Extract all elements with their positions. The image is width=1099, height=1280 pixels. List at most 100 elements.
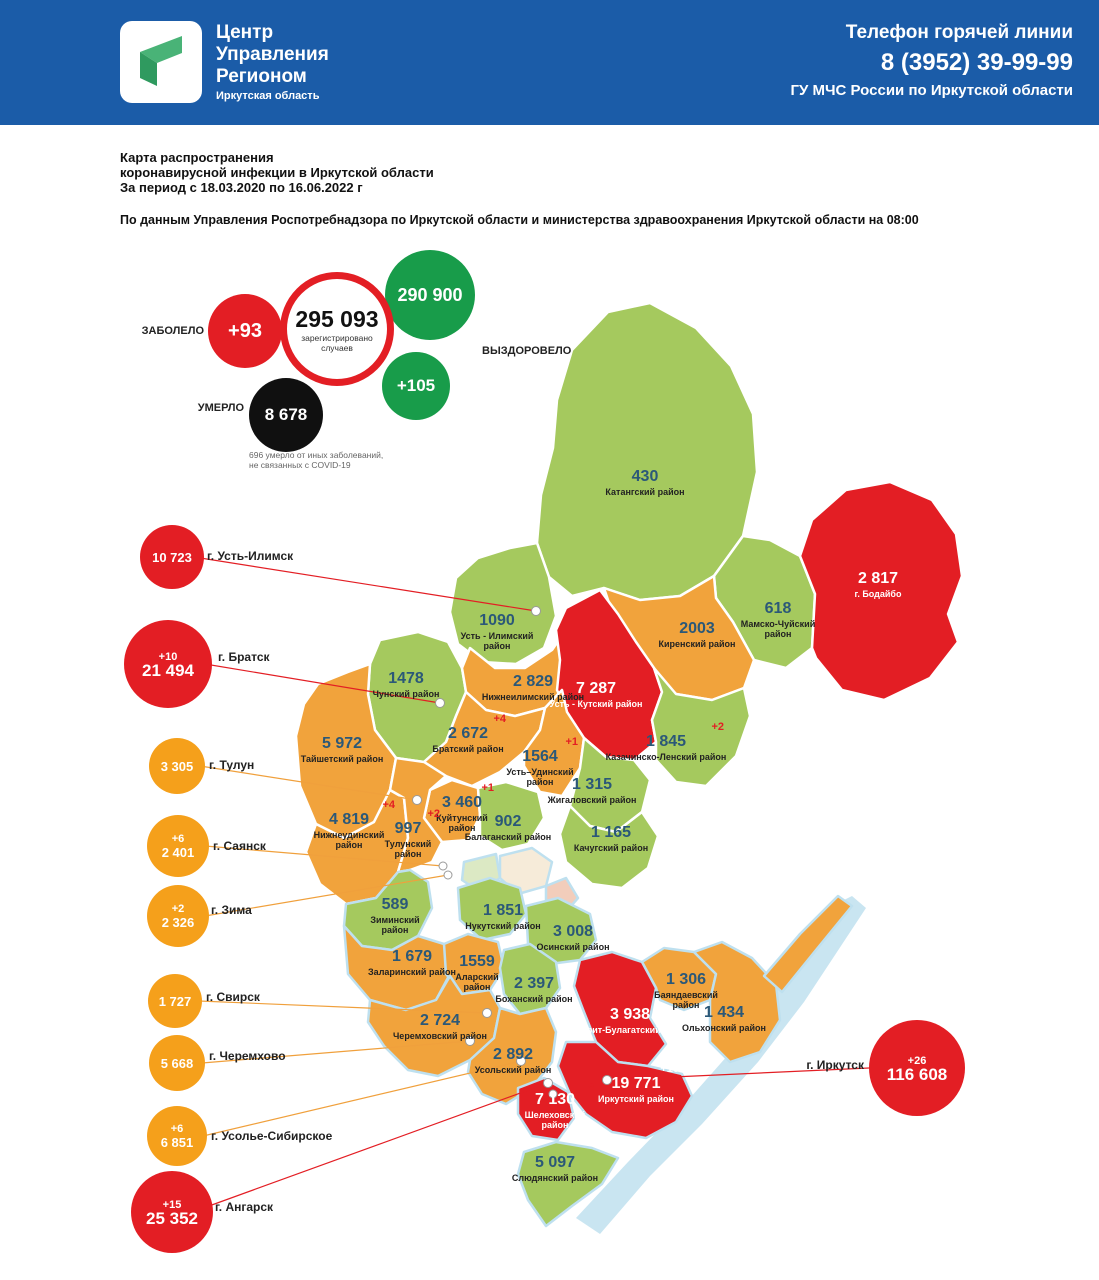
district-value: 618 [764, 600, 792, 617]
district-name: Балаганский район [464, 832, 552, 842]
hotline-block: Телефон горячей линии 8 (3952) 39-99-99 … [791, 22, 1073, 99]
district-shape-olkhonsky [692, 940, 782, 1064]
district-value: 2 829 [512, 673, 554, 690]
district-label-nizhneilimsky: +1 2 829 Нижнеилимский район [478, 662, 588, 703]
district-value: 1478 [388, 670, 424, 687]
city-label-svirsk: г. Свирск [206, 990, 260, 1004]
district-label-kirensky: 2003 Киренский район [655, 620, 739, 649]
district-value: 19 771 [611, 1075, 661, 1092]
city-delta: +2 [171, 902, 185, 915]
recovered-value: 290 900 [397, 284, 463, 305]
district-delta: +4 [382, 799, 395, 811]
city-dot [443, 870, 453, 880]
connector-line-svirsk [198, 1000, 488, 1014]
district-label-nizhneudinsky: +4 4 819 Нижнеудинский район [299, 799, 399, 851]
district-value: 1 679 [391, 948, 433, 965]
header-bar: Центр Управления Регионом Иркутская обла… [0, 0, 1099, 125]
registered-circle: 295 093 зарегистрировано случаев [280, 272, 394, 386]
district-name: Ольхонский район [682, 1023, 766, 1033]
sick-delta-circle: +93 [208, 294, 282, 368]
district-label-bratsky: +4 2 672 Братский район [426, 714, 510, 755]
sick-label: ЗАБОЛЕЛО [141, 325, 204, 337]
district-label-usolsky: 2 892 Усольский район [474, 1046, 552, 1075]
district-label-zhigalovsky: 1 315 Жигаловский район [546, 776, 638, 805]
district-name: Нижнеилимский район [481, 692, 585, 702]
city-value: 116 608 [886, 1064, 948, 1084]
district-shape-bodaibo [798, 480, 964, 702]
page-title-line3: За период с 18.03.2020 по 16.06.2022 г [120, 180, 363, 195]
city-value: 10 723 [152, 549, 192, 565]
cur-logo [120, 21, 202, 103]
district-value: 3 008 [552, 923, 594, 940]
city-value: 1 727 [158, 993, 192, 1009]
registered-caption2: случаев [321, 342, 353, 353]
district-name: Заларинский район [368, 967, 456, 977]
district-value: 5 972 [321, 735, 363, 752]
city-circle-sayansk: +6 2 401 [147, 815, 209, 877]
city-dot [516, 1056, 526, 1066]
district-name: Слюдянский район [511, 1173, 599, 1183]
district-label-nukutsky: 1 851 Нукутский район [464, 902, 542, 931]
connector-line-ust-ilimsk [193, 556, 537, 612]
district-value: 997 [394, 820, 422, 837]
org-name-line1: Центр [216, 22, 274, 43]
recovered-delta: +105 [396, 376, 436, 395]
district-delta: +1 [481, 782, 494, 794]
city-circle-zima: +2 2 326 [147, 885, 209, 947]
district-name: Нукутский район [465, 921, 541, 931]
district-shape-kazachinsko-lensky [650, 666, 752, 788]
city-dot [531, 606, 541, 616]
district-name: Качугский район [573, 843, 649, 853]
district-value: 2003 [679, 620, 715, 637]
city-label-bratsk: г. Братск [218, 650, 270, 664]
district-shape-ust-ilimsky [448, 541, 558, 666]
district-label-ziminsky: 589 Зиминский район [356, 896, 434, 935]
district-label-bodaibo: 2 817 г. Бодайбо [818, 570, 938, 599]
hotline-org: ГУ МЧС России по Иркутской области [790, 82, 1073, 99]
cur-logo-icon [140, 36, 182, 86]
district-shape-slyudyansky [516, 1140, 620, 1228]
district-name: Жигаловский район [547, 795, 637, 805]
city-value: 2 326 [161, 914, 195, 930]
district-label-shelekhovsky: +3 7 130 Шелеховский район [512, 1080, 598, 1131]
district-value: 1 434 [703, 1004, 745, 1021]
district-value: 1090 [479, 612, 515, 629]
district-label-slyudyansky: 5 097 Слюдянский район [508, 1154, 602, 1183]
district-label-balagansky: 902 Балаганский район [452, 813, 564, 842]
city-dot [412, 795, 422, 805]
connector-line-zima [204, 874, 449, 917]
died-value: 8 678 [264, 405, 308, 424]
city-circle-ust-ilimsk: 10 723 [140, 525, 204, 589]
district-shape-ekhirit-bulagatsky [572, 950, 668, 1068]
district-label-irkutsky: +10 19 771 Иркутский район [589, 1064, 683, 1105]
page-title: Карта распространения коронавирусной инф… [120, 150, 434, 195]
city-circle-svirsk: 1 727 [148, 974, 202, 1028]
district-label-ust-ilimsky: 1090 Усть - Илимский район [450, 612, 544, 651]
district-value: 589 [381, 896, 409, 913]
district-name: Катангский район [605, 487, 685, 497]
district-value: 2 724 [419, 1012, 461, 1029]
page-title-line2: коронавирусной инфекции в Иркутской обла… [120, 165, 434, 180]
district-name: Аларский район [455, 972, 499, 992]
district-shape-usolsky [466, 1006, 558, 1106]
district-name: Усть - Кутский район [549, 699, 643, 709]
city-label-irkutsk: г. Иркутск [806, 1058, 864, 1072]
city-circle-tulun: 3 305 [149, 738, 205, 794]
district-label-kachugsky: 1 165 Качугский район [565, 824, 657, 853]
district-name: Шелеховский район [524, 1110, 586, 1130]
org-name-line2: Управления [216, 44, 329, 65]
district-label-katangsky: 430 Катангский район [585, 468, 705, 497]
connector-line-cheremkhovo [201, 1040, 471, 1064]
district-label-chunsky: 1478 Чунский район [364, 670, 448, 699]
district-name: Мамско-Чуйский район [740, 619, 816, 639]
district-value: 5 097 [534, 1154, 576, 1171]
registered-caption1: зарегистрировано [301, 332, 373, 343]
city-label-angarsk: г. Ангарск [215, 1200, 274, 1214]
hotline-title: Телефон горячей линии [845, 22, 1073, 43]
district-name: Усть–Удинский район [506, 767, 574, 787]
district-name: Боханский район [495, 994, 573, 1004]
district-value: 7 287 [575, 680, 617, 697]
city-delta: +6 [171, 832, 185, 845]
